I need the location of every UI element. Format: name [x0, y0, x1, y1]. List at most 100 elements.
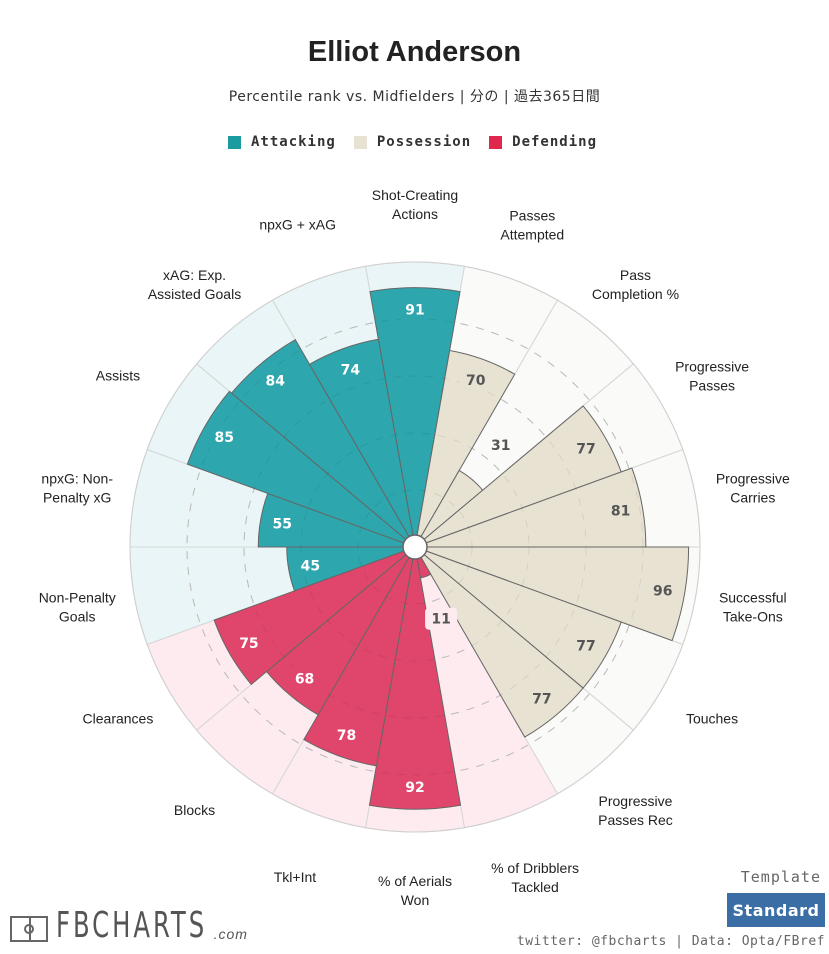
category-label: Touches	[686, 711, 738, 727]
value-label-box	[425, 607, 458, 630]
category-label: Progressive Passes Rec	[598, 793, 673, 828]
gridline-overlay	[300, 432, 530, 662]
category-label: Progressive Carries	[716, 470, 790, 505]
category-label: Passes Attempted	[500, 208, 564, 243]
category-label: Successful Take-Ons	[719, 590, 787, 625]
legend-swatch-defending	[489, 135, 503, 149]
category-label-line: Successful	[719, 590, 787, 606]
category-label: Non-Penalty Goals	[39, 590, 116, 625]
value-label-box	[208, 425, 241, 448]
legend: Attacking Possession Defending	[0, 134, 829, 150]
category-label: Shot-Creating Actions	[372, 187, 458, 222]
value-label: 77	[532, 691, 551, 707]
fbcharts-logo: FBCHARTS .com	[10, 905, 248, 946]
category-label-line: Actions	[392, 206, 438, 222]
value-label-box	[484, 433, 517, 456]
legend-swatch-attacking	[227, 135, 241, 149]
legend-label: Attacking	[250, 134, 336, 150]
value-label-box	[266, 512, 299, 535]
chart-title: Elliot Anderson	[307, 36, 522, 68]
category-label: % of Aerials Won	[378, 873, 452, 908]
category-label-line: Penalty xG	[43, 489, 111, 505]
bar-9	[368, 546, 462, 810]
value-label: 31	[491, 438, 510, 454]
category-label: npxG: Non- Penalty xG	[41, 470, 113, 505]
value-label: 84	[266, 373, 286, 389]
template-standard-button[interactable]: Standard	[727, 893, 825, 927]
value-label: 74	[341, 362, 361, 378]
category-label-line: Attempted	[500, 227, 564, 243]
value-label-box	[459, 369, 492, 392]
value-label: 68	[295, 672, 314, 688]
legend-label: Possession	[376, 134, 472, 150]
chart-subtitle: Percentile rank vs. Midfielders | 分の | 過…	[228, 89, 601, 105]
value-label: 55	[273, 517, 292, 533]
value-label-box	[569, 437, 602, 460]
value-label-box	[569, 634, 602, 657]
bar-5	[414, 546, 690, 642]
category-label-line: % of Aerials	[378, 873, 452, 889]
data-credit: twitter: @fbcharts | Data: Opta/FBref	[516, 934, 825, 949]
category-label: Tkl+Int	[274, 869, 317, 885]
category-label-line: Shot-Creating	[372, 187, 458, 203]
category-label-line: Progressive	[716, 470, 790, 486]
category-label: npxG + xAG	[259, 217, 336, 233]
category-label-line: Tackled	[511, 879, 558, 895]
value-label: 96	[653, 584, 672, 600]
value-label-box	[330, 724, 363, 747]
category-label-line: Progressive	[599, 793, 673, 809]
category-label-line: Touches	[686, 711, 738, 727]
category-label-line: Clearances	[83, 711, 154, 727]
bar-0	[369, 287, 461, 548]
outer-ring	[129, 261, 701, 833]
category-label-line: Passes	[689, 378, 735, 394]
category-label: % of Dribblers Tackled	[491, 860, 579, 895]
value-label-box	[646, 579, 679, 602]
category-label-line: Passes Rec	[598, 812, 673, 828]
value-label-box	[604, 499, 637, 522]
value-label: 85	[215, 430, 234, 446]
value-label: 92	[405, 780, 424, 796]
category-label-line: Assisted Goals	[148, 286, 241, 302]
category-label-line: % of Dribblers	[491, 860, 579, 876]
value-label: 77	[576, 639, 595, 655]
category-label: Progressive Passes	[675, 359, 749, 394]
value-label: 75	[239, 636, 258, 652]
value-label-box	[334, 358, 367, 381]
pitch-icon	[10, 916, 48, 942]
legend-item-defending: Defending	[489, 134, 597, 150]
logo-text: FBCHARTS	[56, 905, 208, 946]
value-label-box	[525, 687, 558, 710]
category-label-line: Tkl+Int	[274, 869, 317, 885]
gridline-overlay	[357, 489, 473, 605]
value-label: 77	[576, 441, 595, 457]
template-label: Template	[740, 868, 821, 886]
value-label: 91	[405, 303, 424, 319]
value-label-box	[259, 369, 292, 392]
category-label-line: Pass	[620, 267, 651, 283]
category-label-line: npxG: Non-	[41, 470, 113, 486]
legend-label: Defending	[512, 134, 597, 150]
category-label-line: xAG: Exp.	[163, 267, 226, 283]
value-label-box	[399, 298, 431, 321]
category-label-line: Assists	[96, 368, 140, 384]
logo-suffix: .com	[213, 926, 248, 942]
legend-item-attacking: Attacking	[227, 134, 336, 150]
category-label-line: Completion %	[592, 286, 679, 302]
value-label: 78	[337, 728, 356, 744]
gridline-overlay	[243, 375, 587, 719]
value-label-box	[294, 554, 327, 577]
category-label: xAG: Exp. Assisted Goals	[148, 267, 241, 302]
legend-swatch-possession	[353, 135, 367, 149]
category-label-line: Goals	[59, 609, 96, 625]
legend-item-possession: Possession	[353, 134, 472, 150]
bar-10	[303, 546, 416, 767]
value-label: 70	[466, 373, 486, 389]
bar-16	[230, 338, 416, 548]
center-hole	[402, 534, 428, 560]
bar-17	[308, 338, 416, 548]
category-label-line: Blocks	[174, 802, 215, 818]
value-label: 81	[611, 504, 630, 520]
value-label: 45	[301, 558, 320, 574]
